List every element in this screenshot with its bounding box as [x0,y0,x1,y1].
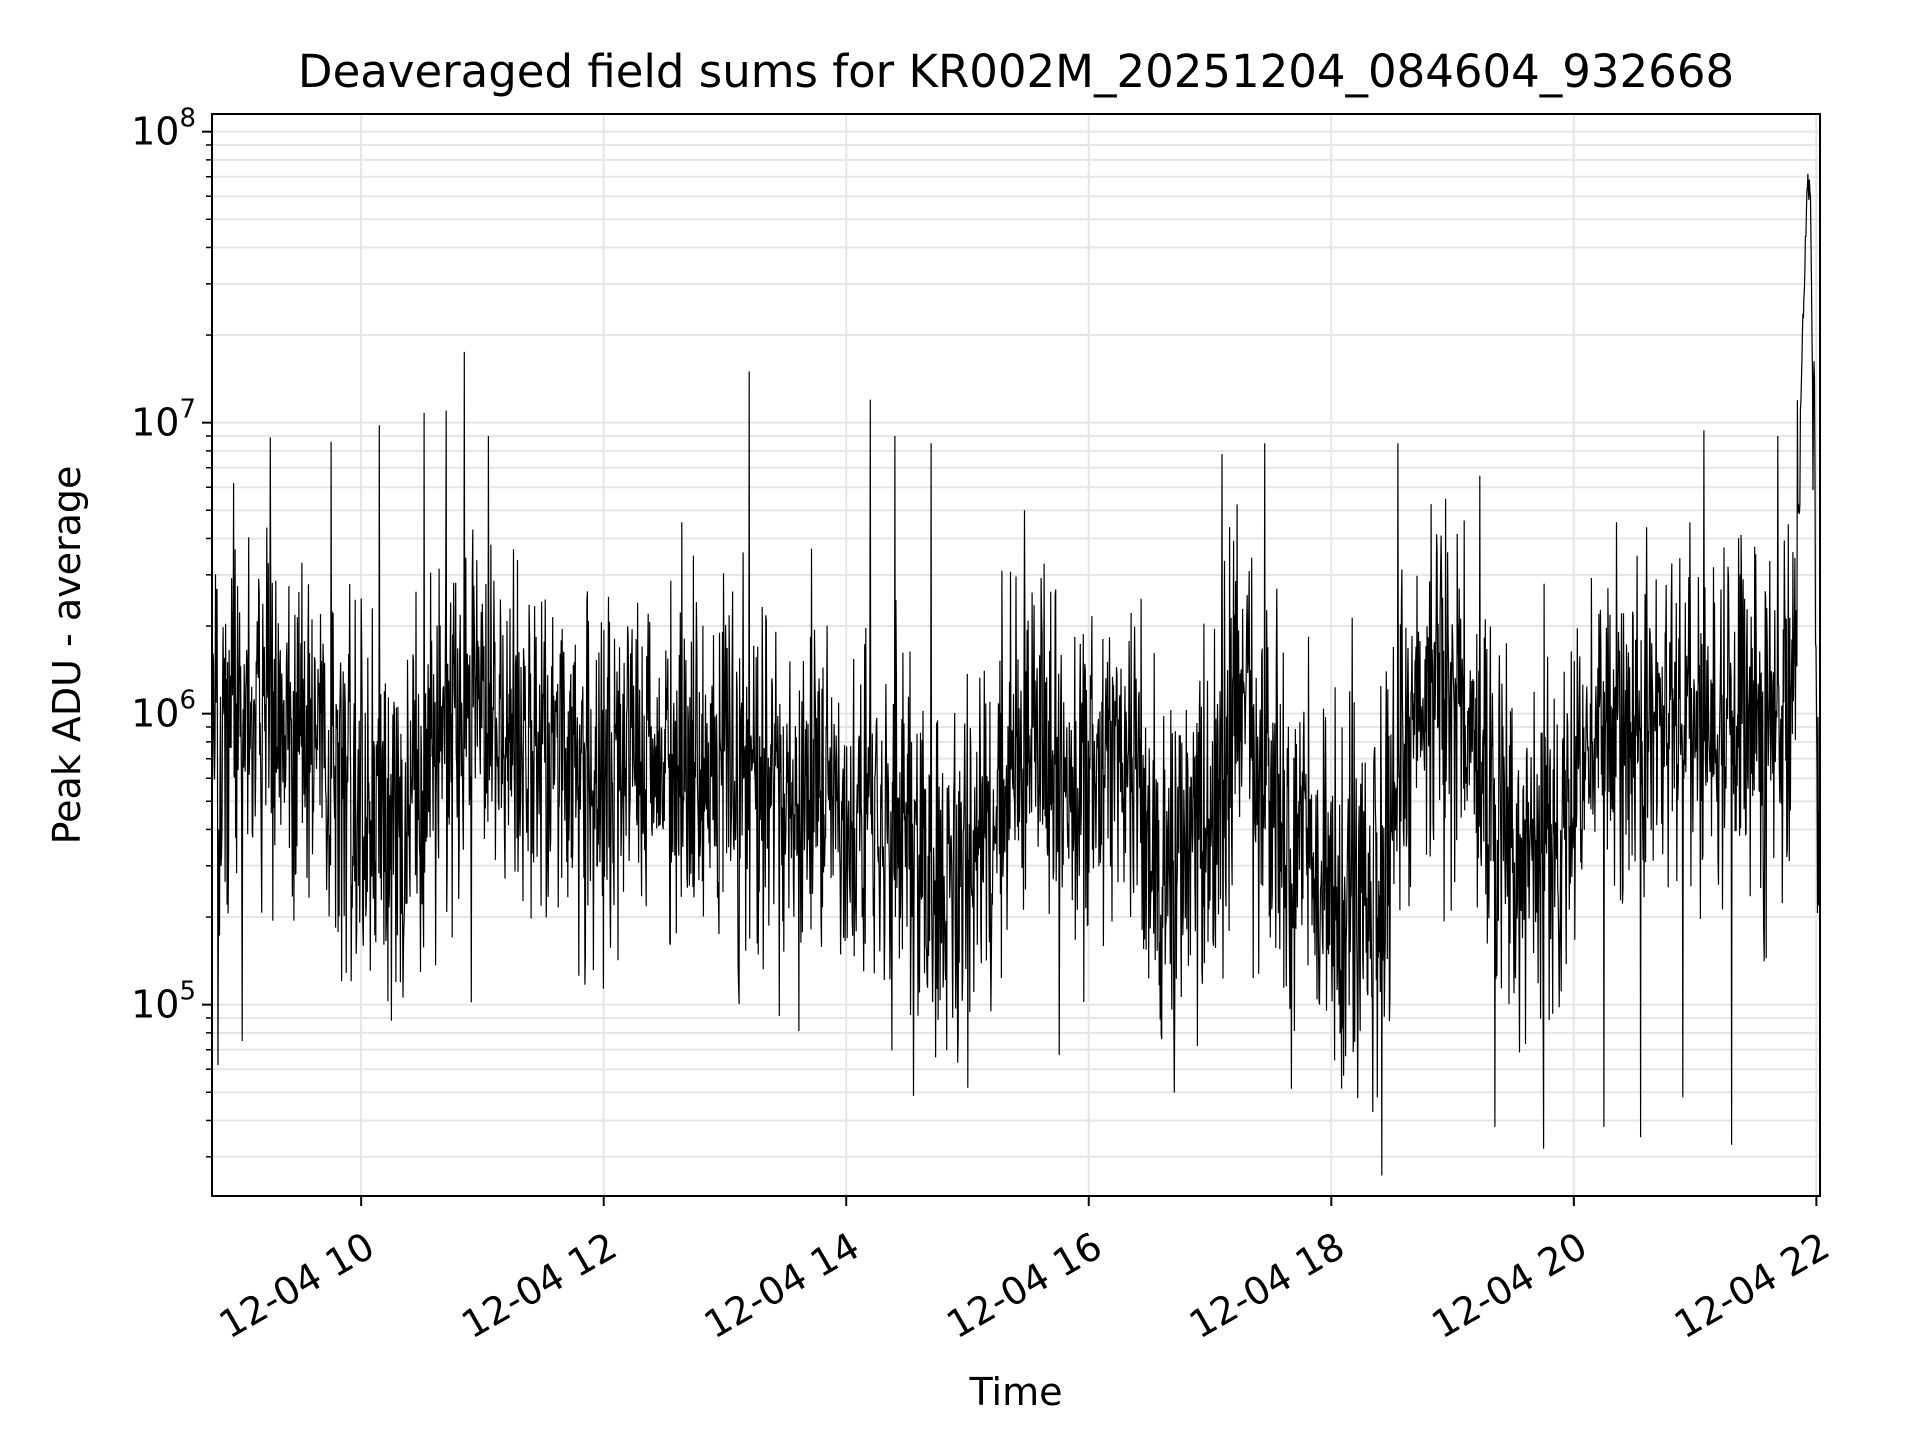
grid [212,114,1820,1196]
y-tick-label: 105 [131,977,196,1027]
y-tick-label: 107 [131,395,196,445]
data-series [211,173,1821,1176]
plot-frame [211,113,1821,1197]
y-axis-label: Peak ADU - average [45,466,89,845]
series-line [211,173,1821,1176]
y-axis: 105 106 107 108 [131,104,212,1158]
y-tick-label: 106 [131,686,196,736]
chart-title: Deaveraged field sums for KR002M_2025120… [298,45,1734,98]
y-tick-label: 108 [131,104,196,154]
x-axis-label: Time [969,1370,1063,1414]
